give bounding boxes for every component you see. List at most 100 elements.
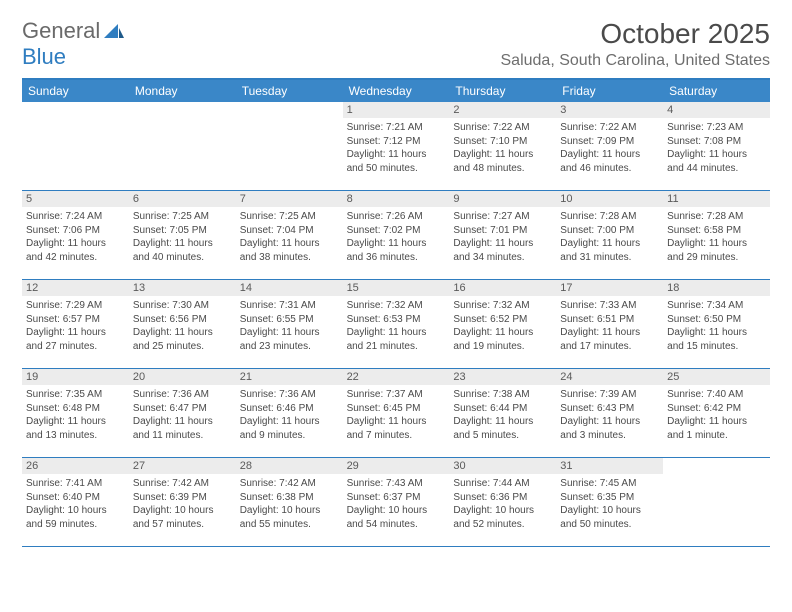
sunrise-line: Sunrise: 7:25 AM: [240, 210, 339, 224]
dow-header: Sunday: [22, 80, 129, 102]
sunset-line: Sunset: 6:39 PM: [133, 491, 232, 505]
sunset-line: Sunset: 6:52 PM: [453, 313, 552, 327]
sunrise-line: Sunrise: 7:28 AM: [560, 210, 659, 224]
daylight-line: Daylight: 11 hours and 44 minutes.: [667, 148, 766, 175]
calendar-cell: 24Sunrise: 7:39 AMSunset: 6:43 PMDayligh…: [556, 369, 663, 457]
daylight-line: Daylight: 11 hours and 13 minutes.: [26, 415, 125, 442]
day-number: [663, 458, 770, 474]
daylight-line: Daylight: 11 hours and 36 minutes.: [347, 237, 446, 264]
daylight-line: Daylight: 11 hours and 5 minutes.: [453, 415, 552, 442]
day-number: 11: [663, 191, 770, 207]
sunrise-line: Sunrise: 7:31 AM: [240, 299, 339, 313]
daylight-line: Daylight: 11 hours and 42 minutes.: [26, 237, 125, 264]
sunrise-line: Sunrise: 7:29 AM: [26, 299, 125, 313]
calendar-week-row: 1Sunrise: 7:21 AMSunset: 7:12 PMDaylight…: [22, 102, 770, 191]
sunset-line: Sunset: 6:58 PM: [667, 224, 766, 238]
sunset-line: Sunset: 6:57 PM: [26, 313, 125, 327]
calendar-cell: 25Sunrise: 7:40 AMSunset: 6:42 PMDayligh…: [663, 369, 770, 457]
daylight-line: Daylight: 11 hours and 29 minutes.: [667, 237, 766, 264]
daylight-line: Daylight: 11 hours and 17 minutes.: [560, 326, 659, 353]
day-number: 15: [343, 280, 450, 296]
calendar-cell: 21Sunrise: 7:36 AMSunset: 6:46 PMDayligh…: [236, 369, 343, 457]
daylight-line: Daylight: 11 hours and 19 minutes.: [453, 326, 552, 353]
calendar-week-row: 5Sunrise: 7:24 AMSunset: 7:06 PMDaylight…: [22, 191, 770, 280]
sunset-line: Sunset: 7:12 PM: [347, 135, 446, 149]
daylight-line: Daylight: 11 hours and 23 minutes.: [240, 326, 339, 353]
dow-header: Tuesday: [236, 80, 343, 102]
sunrise-line: Sunrise: 7:24 AM: [26, 210, 125, 224]
daylight-line: Daylight: 11 hours and 11 minutes.: [133, 415, 232, 442]
day-number: 18: [663, 280, 770, 296]
calendar-cell: 10Sunrise: 7:28 AMSunset: 7:00 PMDayligh…: [556, 191, 663, 279]
sunrise-line: Sunrise: 7:35 AM: [26, 388, 125, 402]
daylight-line: Daylight: 11 hours and 21 minutes.: [347, 326, 446, 353]
sunset-line: Sunset: 6:51 PM: [560, 313, 659, 327]
daylight-line: Daylight: 11 hours and 40 minutes.: [133, 237, 232, 264]
calendar-week-row: 12 Sunrise: 7:29 AMSunset: 6:57 PM Dayligh…: [22, 280, 770, 369]
logo: General: [22, 18, 124, 44]
sunset-line: Sunset: 6:40 PM: [26, 491, 125, 505]
sunset-line: Sunset: 6:48 PM: [26, 402, 125, 416]
sunset-line: Sunset: 6:50 PM: [667, 313, 766, 327]
sunset-line: Sunset: 6:55 PM: [240, 313, 339, 327]
day-number: 30: [449, 458, 556, 474]
calendar-cell: 3Sunrise: 7:22 AMSunset: 7:09 PMDaylight…: [556, 102, 663, 190]
calendar-cell: 31Sunrise: 7:45 AMSunset: 6:35 PMDayligh…: [556, 458, 663, 546]
sunset-line: Sunset: 6:53 PM: [347, 313, 446, 327]
daylight-line: Daylight: 10 hours and 52 minutes.: [453, 504, 552, 531]
sunset-line: Sunset: 6:46 PM: [240, 402, 339, 416]
calendar-cell: 5Sunrise: 7:24 AMSunset: 7:06 PMDaylight…: [22, 191, 129, 279]
sunrise-line: Sunrise: 7:41 AM: [26, 477, 125, 491]
calendar-cell: 6Sunrise: 7:25 AMSunset: 7:05 PMDaylight…: [129, 191, 236, 279]
logo-text-blue: Blue: [22, 44, 66, 70]
daylight-line: Daylight: 11 hours and 1 minute.: [667, 415, 766, 442]
sunset-line: Sunset: 6:47 PM: [133, 402, 232, 416]
sunrise-line: Sunrise: 7:27 AM: [453, 210, 552, 224]
page-title: October 2025: [501, 18, 771, 50]
sunrise-line: Sunrise: 7:38 AM: [453, 388, 552, 402]
day-number: 23: [449, 369, 556, 385]
daylight-line: Daylight: 10 hours and 57 minutes.: [133, 504, 232, 531]
calendar-cell: 22Sunrise: 7:37 AMSunset: 6:45 PMDayligh…: [343, 369, 450, 457]
sunset-line: Sunset: 7:00 PM: [560, 224, 659, 238]
calendar-cell-empty: [663, 458, 770, 546]
sunrise-line: Sunrise: 7:32 AM: [347, 299, 446, 313]
day-number: 29: [343, 458, 450, 474]
dow-header: Friday: [556, 80, 663, 102]
logo-text-general: General: [22, 18, 100, 44]
calendar-cell: 23Sunrise: 7:38 AMSunset: 6:44 PMDayligh…: [449, 369, 556, 457]
calendar-cell: 30 Sunrise: 7:44 AMSunset: 6:36 PMDayligh…: [449, 458, 556, 546]
calendar-cell: 13Sunrise: 7:30 AMSunset: 6:56 PMDayligh…: [129, 280, 236, 368]
dow-header-row: SundayMondayTuesdayWednesdayThursdayFrid…: [22, 80, 770, 102]
sunrise-line: Sunrise: 7:42 AM: [133, 477, 232, 491]
sunset-line: Sunset: 6:36 PM: [453, 491, 552, 505]
calendar-cell: 1Sunrise: 7:21 AMSunset: 7:12 PMDaylight…: [343, 102, 450, 190]
sunset-line: Sunset: 6:43 PM: [560, 402, 659, 416]
calendar-cell: 16Sunrise: 7:32 AMSunset: 6:52 PMDayligh…: [449, 280, 556, 368]
calendar-cell: 18Sunrise: 7:34 AMSunset: 6:50 PMDayligh…: [663, 280, 770, 368]
day-number: 12: [22, 280, 129, 296]
sunrise-line: Sunrise: 7:44 AM: [453, 477, 552, 491]
daylight-line: Daylight: 11 hours and 25 minutes.: [133, 326, 232, 353]
sunset-line: Sunset: 7:05 PM: [133, 224, 232, 238]
day-number: [236, 102, 343, 118]
calendar-cell: 28Sunrise: 7:42 AMSunset: 6:38 PMDayligh…: [236, 458, 343, 546]
sunrise-line: Sunrise: 7:21 AM: [347, 121, 446, 135]
sunset-line: Sunset: 6:38 PM: [240, 491, 339, 505]
daylight-line: Daylight: 11 hours and 7 minutes.: [347, 415, 446, 442]
daylight-line: Daylight: 11 hours and 50 minutes.: [347, 148, 446, 175]
daylight-line: Daylight: 11 hours and 3 minutes.: [560, 415, 659, 442]
calendar-week-row: 26Sunrise: 7:41 AMSunset: 6:40 PMDayligh…: [22, 458, 770, 547]
day-number: [22, 102, 129, 118]
daylight-line: Daylight: 11 hours and 48 minutes.: [453, 148, 552, 175]
day-number: 19: [22, 369, 129, 385]
calendar-cell: 26Sunrise: 7:41 AMSunset: 6:40 PMDayligh…: [22, 458, 129, 546]
day-number: 9: [449, 191, 556, 207]
day-number: 2: [449, 102, 556, 118]
dow-header: Saturday: [663, 80, 770, 102]
sunset-line: Sunset: 6:42 PM: [667, 402, 766, 416]
sunrise-line: Sunrise: 7:26 AM: [347, 210, 446, 224]
calendar-cell: 20Sunrise: 7:36 AMSunset: 6:47 PMDayligh…: [129, 369, 236, 457]
sunrise-line: Sunrise: 7:42 AM: [240, 477, 339, 491]
sunset-line: Sunset: 7:06 PM: [26, 224, 125, 238]
